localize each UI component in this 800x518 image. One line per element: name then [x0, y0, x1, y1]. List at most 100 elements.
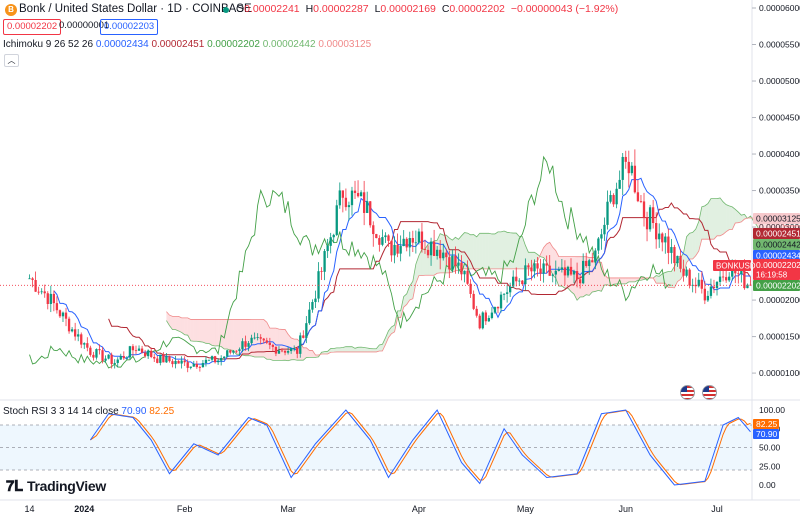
kumo-cloud-segment: [212, 319, 216, 346]
candle-body: [597, 238, 600, 251]
ichimoku-spanb-value: 0.00003125: [318, 39, 372, 50]
candle-body: [496, 307, 500, 309]
buy-price-button[interactable]: 0.00002203: [100, 19, 159, 35]
kumo-cloud-segment: [391, 325, 395, 334]
kumo-cloud-segment: [519, 236, 523, 269]
kumo-cloud-segment: [339, 347, 343, 352]
candle-body: [557, 269, 560, 271]
kumo-cloud-segment: [187, 317, 191, 341]
candle-body: [58, 310, 62, 317]
price-tick-label: 0.00001500: [759, 332, 800, 342]
kumo-cloud-segment: [370, 348, 374, 352]
ichimoku-legend[interactable]: Ichimoku 9 26 52 26 0.00002434 0.0000245…: [3, 39, 371, 50]
candle-body: [414, 242, 418, 244]
candle-body: [159, 354, 162, 363]
ichimoku-tenkan-line: [53, 177, 751, 365]
candle-body: [369, 201, 372, 226]
candle-body: [338, 190, 341, 206]
kumo-cloud-segment: [476, 233, 480, 269]
candle-body: [283, 350, 287, 353]
time-tick-label: Apr: [412, 504, 426, 514]
kumo-cloud-segment: [494, 231, 498, 269]
candle-body: [670, 247, 673, 253]
candle-body: [408, 238, 411, 248]
kumo-cloud-segment: [245, 319, 249, 356]
stoch-k-value: 70.90: [121, 406, 147, 417]
candle-body: [420, 231, 424, 250]
candle-body: [737, 273, 740, 275]
candle-body: [743, 269, 746, 289]
kumo-cloud-segment: [443, 235, 447, 273]
kumo-cloud-segment: [379, 344, 383, 352]
ohlc-high-value: 0.00002287: [313, 3, 369, 15]
kumo-cloud-segment: [230, 319, 234, 351]
kumo-cloud-segment: [720, 197, 724, 236]
candle-body: [694, 284, 697, 287]
candle-body: [697, 279, 700, 287]
kumo-cloud-segment: [735, 209, 739, 224]
kumo-cloud-segment: [403, 293, 407, 308]
candle-body: [463, 270, 466, 275]
sell-price-button[interactable]: 0.00002202: [3, 19, 62, 35]
market-status-icon: [223, 7, 229, 13]
candle-body: [156, 358, 159, 363]
candle-body: [703, 288, 707, 301]
time-tick-label: 14: [25, 504, 35, 514]
candle-body: [384, 235, 387, 238]
candle-body: [46, 293, 49, 304]
tradingview-logo[interactable]: 𝟕𝐋 TradingView: [6, 478, 106, 495]
candle-body: [61, 312, 65, 317]
candle-body: [359, 192, 363, 197]
candle-body: [40, 291, 43, 293]
candle-body: [502, 293, 506, 295]
candle-body: [439, 249, 442, 259]
chevron-up-icon[interactable]: ︿: [4, 54, 19, 67]
kumo-cloud-segment: [707, 198, 711, 240]
kumo-cloud-segment: [561, 256, 565, 289]
candle-body: [609, 194, 612, 202]
kumo-cloud-segment: [613, 277, 617, 285]
candle-body: [627, 161, 630, 174]
kumo-cloud-segment: [202, 319, 206, 344]
candle-body: [411, 238, 414, 243]
candle-body: [274, 346, 278, 354]
kumo-cloud-segment: [552, 247, 556, 279]
ohlc-open-value: 0.00002241: [244, 3, 300, 15]
us-flag-icon[interactable]: [680, 385, 695, 400]
candle-body: [399, 246, 402, 254]
candle-body: [667, 236, 670, 253]
time-tick-label: Jul: [711, 504, 723, 514]
price-tag-bg: [753, 228, 800, 239]
kumo-cloud-segment: [723, 201, 727, 235]
candle-body: [417, 231, 421, 243]
candle-body: [536, 263, 539, 269]
candle-body: [493, 307, 497, 313]
us-flag-icon[interactable]: [702, 385, 717, 400]
candle-body: [673, 247, 676, 264]
candle-body: [387, 235, 390, 241]
candle-body: [472, 293, 475, 309]
candle-body: [563, 267, 567, 276]
candle-body: [366, 201, 369, 213]
candle-body: [545, 263, 548, 266]
ichimoku-chikou-line: [29, 155, 672, 369]
candle-body: [31, 278, 34, 281]
candle-body: [49, 293, 52, 304]
stoch-legend[interactable]: Stoch RSI 3 3 14 14 close 70.90 82.25: [3, 406, 174, 417]
kumo-cloud-segment: [598, 262, 602, 292]
candle-body: [238, 349, 241, 351]
kumo-cloud-segment: [412, 264, 416, 299]
price-tag-label: 0.00002434: [756, 251, 800, 261]
candle-body: [442, 252, 445, 259]
candle-body: [618, 179, 621, 189]
stoch-d-line: [90, 409, 751, 486]
candle-body: [454, 255, 457, 266]
candle-body: [80, 334, 83, 345]
candle-body: [551, 274, 554, 276]
candle-body: [560, 267, 564, 270]
candle-body: [101, 350, 104, 361]
candle-body: [402, 238, 405, 247]
symbol-title[interactable]: Bonk / United States Dollar · 1D · COINB…: [19, 3, 252, 15]
spread-value: 0.00000001: [59, 20, 110, 31]
